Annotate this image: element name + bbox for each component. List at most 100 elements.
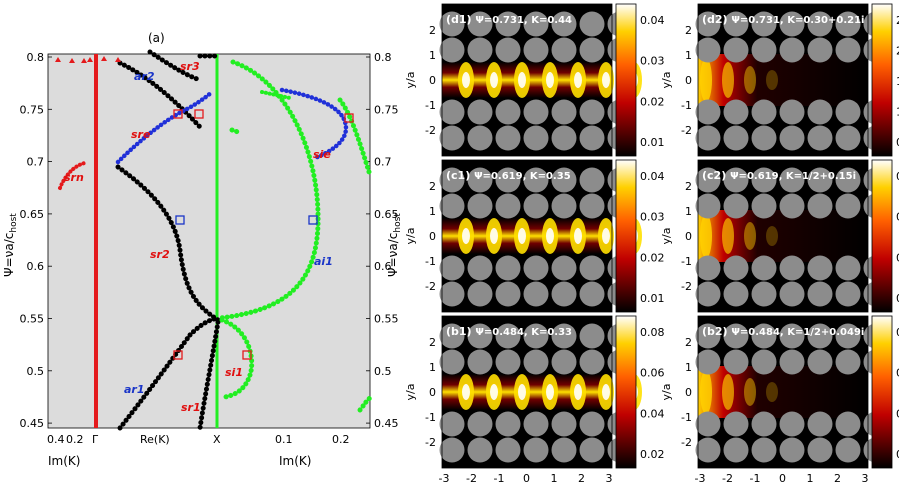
colorbar-tick: 0.02 [640, 251, 665, 264]
colorbar-tick: 0.04 [640, 14, 665, 27]
cylinder [807, 37, 833, 63]
cylinder [695, 411, 721, 437]
field-y-tick: 2 [685, 336, 692, 349]
xtick-x: X [213, 433, 221, 446]
field-y-tick: -1 [425, 99, 436, 112]
red-triangle [87, 57, 93, 62]
cylinder [467, 11, 493, 37]
cylinder [495, 11, 521, 37]
dispersion-curves [58, 49, 373, 431]
marker-square [242, 350, 252, 360]
cylinder [695, 125, 721, 151]
field-lobe [744, 66, 756, 94]
cylinder [495, 37, 521, 63]
marker-square [173, 350, 183, 360]
cylinder [523, 255, 549, 281]
colorbar-tick: 0.6 [896, 211, 899, 224]
field-lobe [766, 382, 778, 402]
field-x-tick: -2 [466, 472, 477, 485]
cylinder [551, 255, 577, 281]
y-tick-right: 0.6 [374, 260, 392, 273]
ann-sr3: sr3 [180, 60, 200, 73]
cylinder [579, 99, 605, 125]
curve-sre [115, 89, 215, 165]
field-y-tick: 0 [429, 230, 436, 243]
panel-a-right-y-ticks: 0.8 0.75 0.7 0.65 0.6 0.55 0.5 0.45 [366, 51, 399, 430]
field-title: (d2) Ψ=0.731, K=0.30+0.21i [702, 13, 865, 26]
cylinder [467, 323, 493, 349]
field-y-tick: 1 [685, 361, 692, 374]
field-lobe-core [490, 72, 498, 88]
field-y-tick: 1 [429, 205, 436, 218]
field-lobe-core [518, 72, 526, 88]
xlabel-imk-left: Im(K) [48, 454, 80, 468]
field-y-tick: 2 [429, 336, 436, 349]
cylinder [779, 255, 805, 281]
field-panel: (d2) Ψ=0.731, K=0.30+0.21i 2 1 0 -1 -2 y/a 2.5 2… [660, 3, 899, 157]
field-y-tick: -1 [681, 411, 692, 424]
cylinder [779, 167, 805, 193]
field-lobe [766, 70, 778, 90]
field-y-tick: -1 [425, 411, 436, 424]
colorbar [871, 3, 893, 157]
cylinder [723, 37, 749, 63]
colorbar-tick: 0.04 [640, 170, 665, 183]
cylinder [551, 411, 577, 437]
y-tick-right: 0.5 [374, 365, 392, 378]
cylinder [551, 437, 577, 463]
field-y-tick: -2 [681, 124, 692, 137]
field-title-text: Ψ=0.619, K=0.35 [474, 171, 571, 182]
field-title: (d1) Ψ=0.731, K=0.44 [446, 13, 572, 26]
colorbar-tick: 0.06 [896, 367, 899, 380]
cylinder [523, 437, 549, 463]
field-lobe-core [546, 228, 554, 244]
cylinder [779, 323, 805, 349]
cylinder [835, 411, 861, 437]
field-x-tick: 2 [578, 472, 585, 485]
field-y-tick: 2 [429, 24, 436, 37]
cylinder [439, 323, 465, 349]
cylinder [835, 11, 861, 37]
field-lobe-core [462, 72, 470, 88]
colorbar-tick: 0.01 [640, 136, 665, 149]
cylinder [579, 37, 605, 63]
field-title: (b2) Ψ=0.484, K=1/2+0.049i [702, 325, 864, 338]
field-y-tick: 0 [685, 230, 692, 243]
cylinder [579, 411, 605, 437]
ann-ar1: ar1 [124, 383, 145, 396]
cylinder [723, 11, 749, 37]
cylinder [467, 437, 493, 463]
colorbar-tick: 0.02 [640, 448, 665, 461]
marker-square [308, 215, 318, 225]
cylinder [467, 193, 493, 219]
field-y-tick: 1 [429, 361, 436, 374]
field-y-label: y/a [660, 228, 673, 245]
curve-sr2 [115, 164, 221, 323]
cylinder [467, 37, 493, 63]
field-frame [697, 159, 869, 313]
ann-sr1: sr1 [181, 401, 201, 414]
cylinder [695, 437, 721, 463]
cylinder [495, 411, 521, 437]
xlabel-imk-right: Im(K) [279, 454, 311, 468]
curve-right-green [337, 97, 373, 178]
cylinder [751, 99, 777, 125]
cylinder [835, 323, 861, 349]
cylinder [495, 167, 521, 193]
field-x-tick: 0 [523, 472, 530, 485]
field-y-label: y/a [404, 228, 417, 245]
colorbar-tick: 0.01 [640, 292, 665, 305]
field-y-tick: -1 [425, 255, 436, 268]
field-frame [441, 315, 613, 469]
colorbar [871, 159, 893, 313]
field-frame [697, 3, 869, 157]
cylinder [723, 125, 749, 151]
field-lobe [744, 378, 756, 406]
cylinder [523, 167, 549, 193]
curve-srn [58, 161, 87, 190]
field-lobe-core [518, 228, 526, 244]
field-y-label: y/a [404, 72, 417, 89]
field-y-tick: -2 [425, 436, 436, 449]
curve-ai1 [217, 59, 321, 321]
colorbar-tick: 0.08 [896, 326, 899, 339]
